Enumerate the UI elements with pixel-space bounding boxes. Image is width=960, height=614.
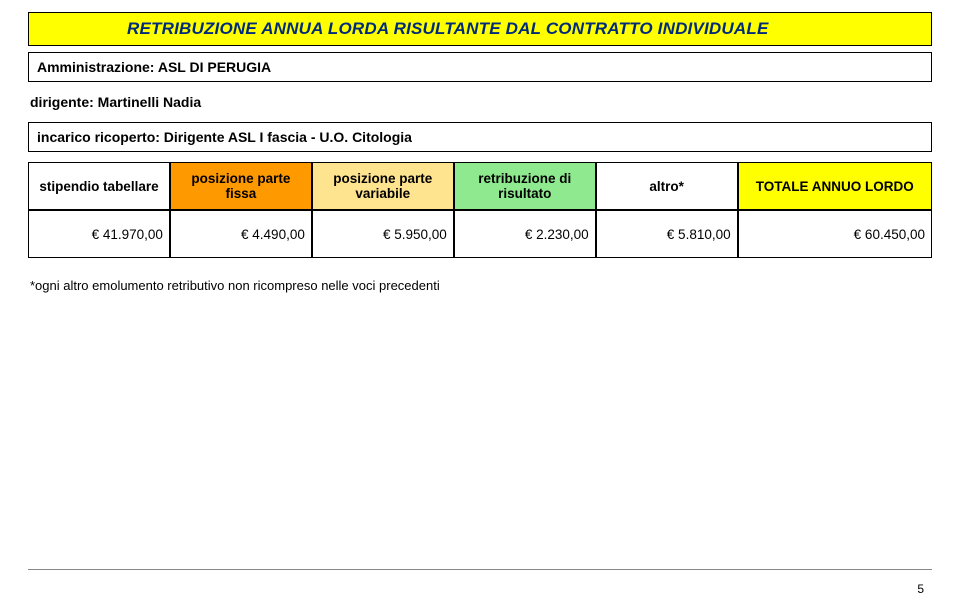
header-posizione-fissa: posizione parte fissa: [170, 162, 312, 210]
footnote: *ogni altro emolumento retributivo non r…: [28, 278, 932, 293]
value-totale: € 60.450,00: [738, 210, 932, 258]
value-fissa: € 4.490,00: [170, 210, 312, 258]
value-risultato: € 2.230,00: [454, 210, 596, 258]
page-title: RETRIBUZIONE ANNUA LORDA RISULTANTE DAL …: [37, 19, 923, 39]
incarico-row: incarico ricoperto: Dirigente ASL I fasc…: [28, 122, 932, 152]
administration-row: Amministrazione: ASL DI PERUGIA: [28, 52, 932, 82]
retribution-table: stipendio tabellare posizione parte fiss…: [28, 162, 932, 258]
header-posizione-variabile: posizione parte variabile: [312, 162, 454, 210]
page-number: 5: [917, 582, 924, 596]
value-altro: € 5.810,00: [596, 210, 738, 258]
header-totale: TOTALE ANNUO LORDO: [738, 162, 932, 210]
value-variabile: € 5.950,00: [312, 210, 454, 258]
table-data-row: € 41.970,00 € 4.490,00 € 5.950,00 € 2.23…: [28, 210, 932, 258]
header-altro: altro*: [596, 162, 738, 210]
footer-rule: [28, 569, 932, 570]
value-stipendio: € 41.970,00: [28, 210, 170, 258]
dirigente-row: dirigente: Martinelli Nadia: [28, 88, 932, 116]
table-header-row: stipendio tabellare posizione parte fiss…: [28, 162, 932, 210]
title-bar: RETRIBUZIONE ANNUA LORDA RISULTANTE DAL …: [28, 12, 932, 46]
header-retribuzione-risultato: retribuzione di risultato: [454, 162, 596, 210]
header-stipendio: stipendio tabellare: [28, 162, 170, 210]
